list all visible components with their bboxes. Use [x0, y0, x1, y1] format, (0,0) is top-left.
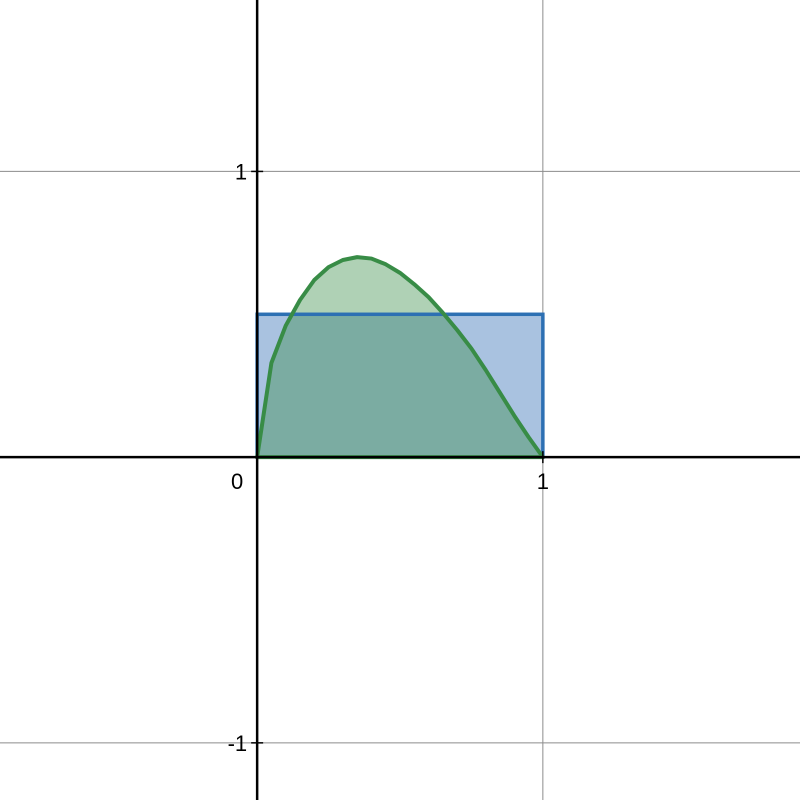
tick-labels: 0 1 1 -1: [228, 159, 549, 755]
curve-line[interactable]: [255, 255, 545, 460]
y-tick-label: -1: [228, 731, 248, 756]
y-tick-label: 1: [235, 159, 247, 184]
shaded-regions: [255, 255, 545, 460]
x-tick-label: 1: [537, 469, 549, 494]
curve-region-fill: [257, 257, 543, 458]
x-tick-label: 0: [231, 469, 243, 494]
